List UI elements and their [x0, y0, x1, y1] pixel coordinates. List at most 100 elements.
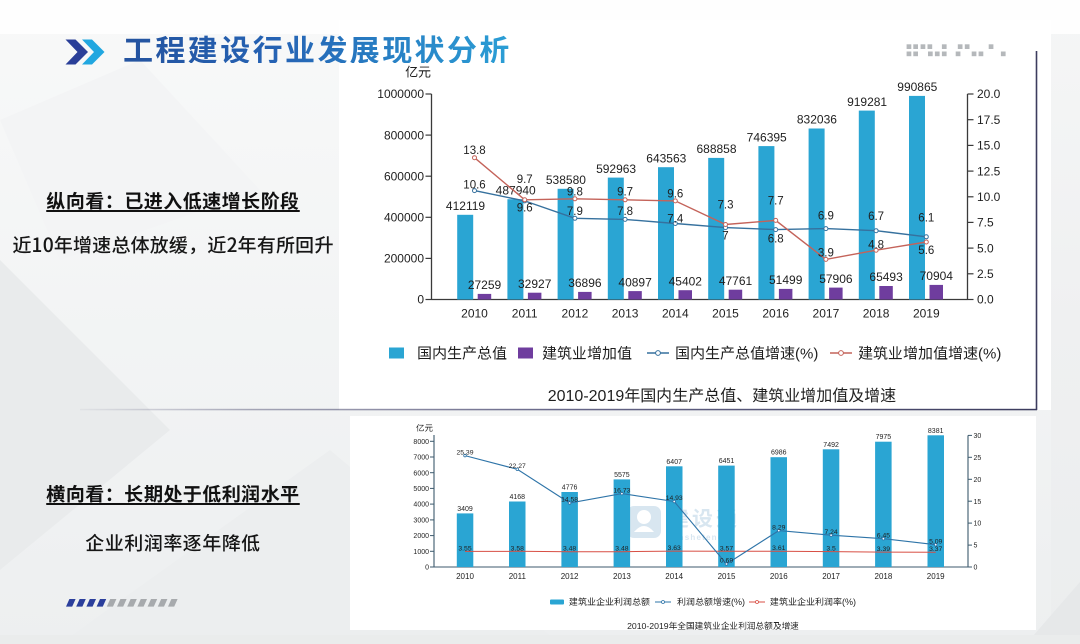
svg-text:9.6: 9.6 [667, 188, 683, 200]
svg-text:2016: 2016 [770, 572, 788, 581]
svg-text:12.5: 12.5 [977, 164, 1001, 178]
svg-text:2010: 2010 [456, 572, 474, 581]
svg-text:2014: 2014 [662, 306, 689, 320]
svg-text:7.9: 7.9 [567, 206, 583, 218]
svg-text:建筑业增加值: 建筑业增加值 [542, 345, 632, 362]
svg-text:国内生产总值增速(%): 国内生产总值增速(%) [675, 344, 818, 362]
svg-text:6.7: 6.7 [868, 211, 884, 223]
svg-text:3.55: 3.55 [458, 545, 471, 552]
svg-text:7.3: 7.3 [718, 199, 734, 211]
svg-text:国内生产总值: 国内生产总值 [417, 344, 507, 362]
svg-text:17.5: 17.5 [977, 113, 1001, 127]
svg-text:36896: 36896 [568, 276, 602, 290]
svg-text:6.45: 6.45 [877, 532, 890, 539]
svg-text:22.27: 22.27 [509, 463, 526, 470]
svg-text:3.48: 3.48 [563, 546, 576, 553]
svg-text:2013: 2013 [612, 306, 639, 320]
svg-text:5.6: 5.6 [918, 245, 934, 257]
svg-text:4168: 4168 [510, 494, 526, 501]
svg-text:919281: 919281 [847, 95, 887, 109]
svg-text:4000: 4000 [413, 502, 429, 509]
svg-text:15: 15 [974, 499, 982, 506]
svg-text:2012: 2012 [561, 572, 579, 581]
svg-text:5: 5 [974, 543, 978, 550]
svg-text:7.7: 7.7 [768, 195, 784, 207]
svg-text:0: 0 [974, 565, 978, 572]
svg-text:建筑业企业利润总额: 建筑业企业利润总额 [569, 597, 650, 607]
svg-text:6.8: 6.8 [768, 234, 784, 246]
svg-text:2017: 2017 [813, 306, 840, 320]
svg-text:2010: 2010 [461, 306, 488, 320]
svg-text:7975: 7975 [876, 434, 892, 441]
svg-text:2015: 2015 [718, 572, 736, 581]
svg-text:57906: 57906 [819, 272, 853, 286]
svg-text:14.58: 14.58 [561, 497, 578, 504]
svg-text:13.8: 13.8 [463, 145, 485, 157]
svg-text:7000: 7000 [413, 455, 429, 462]
svg-text:746395: 746395 [747, 130, 787, 144]
svg-text:5.0: 5.0 [977, 241, 994, 255]
svg-text:7.8: 7.8 [617, 206, 633, 218]
svg-text:3.58: 3.58 [511, 545, 524, 552]
svg-text:7492: 7492 [823, 442, 839, 449]
svg-text:7: 7 [722, 231, 728, 243]
svg-text:8381: 8381 [928, 428, 944, 435]
svg-text:688858: 688858 [696, 142, 736, 156]
svg-text:6.1: 6.1 [918, 213, 934, 225]
svg-text:亿元: 亿元 [405, 65, 431, 80]
svg-text:800000: 800000 [384, 128, 424, 142]
svg-text:2018: 2018 [875, 572, 893, 581]
svg-text:3.5: 3.5 [826, 546, 836, 553]
svg-text:2015: 2015 [712, 306, 739, 320]
svg-text:30: 30 [974, 433, 982, 440]
svg-text:27259: 27259 [468, 278, 502, 292]
svg-text:400000: 400000 [384, 211, 424, 225]
svg-text:4.8: 4.8 [868, 240, 884, 252]
svg-text:2014: 2014 [665, 572, 683, 581]
svg-text:20.0: 20.0 [977, 87, 1001, 101]
svg-text:2011: 2011 [512, 306, 538, 320]
svg-text:2013: 2013 [613, 572, 631, 581]
svg-text:3409: 3409 [457, 506, 473, 513]
svg-text:5000: 5000 [413, 486, 429, 493]
svg-text:40897: 40897 [618, 275, 652, 289]
svg-text:2018: 2018 [863, 306, 890, 320]
svg-text:9.7: 9.7 [617, 186, 633, 198]
svg-text:538580: 538580 [546, 173, 586, 187]
svg-text:建筑业增加值增速(%): 建筑业增加值增速(%) [858, 345, 1001, 362]
svg-text:3000: 3000 [413, 518, 429, 525]
svg-text:利润总额增速(%): 利润总额增速(%) [677, 597, 745, 607]
svg-text:0.69: 0.69 [720, 558, 733, 565]
svg-text:25.39: 25.39 [456, 449, 473, 456]
svg-text:6986: 6986 [771, 450, 787, 457]
svg-text:70904: 70904 [920, 269, 954, 283]
svg-text:3.37: 3.37 [929, 546, 942, 553]
svg-text:6407: 6407 [666, 459, 682, 466]
svg-text:4776: 4776 [562, 485, 578, 492]
svg-text:51499: 51499 [769, 273, 803, 287]
svg-text:2019: 2019 [913, 306, 940, 320]
svg-text:16.73: 16.73 [613, 487, 630, 494]
svg-text:3.48: 3.48 [615, 546, 628, 553]
svg-text:8000: 8000 [413, 439, 429, 446]
svg-text:9.7: 9.7 [517, 174, 533, 186]
svg-text:1000000: 1000000 [377, 87, 424, 101]
svg-text:9.6: 9.6 [517, 203, 533, 215]
svg-text:20: 20 [974, 477, 982, 484]
svg-text:0: 0 [417, 293, 424, 307]
svg-text:亿元: 亿元 [415, 423, 434, 433]
svg-text:6451: 6451 [719, 458, 735, 465]
svg-text:3.63: 3.63 [668, 545, 681, 552]
svg-text:5575: 5575 [614, 472, 630, 479]
svg-text:0.0: 0.0 [977, 293, 994, 307]
svg-text:2010-2019年国内生产总值、建筑业增加值及增速: 2010-2019年国内生产总值、建筑业增加值及增速 [548, 387, 897, 405]
svg-text:643563: 643563 [646, 151, 686, 165]
svg-text:600000: 600000 [384, 169, 424, 183]
svg-text:0: 0 [425, 565, 429, 572]
svg-text:2011: 2011 [509, 572, 527, 581]
svg-text:45402: 45402 [669, 274, 703, 288]
svg-text:2.5: 2.5 [977, 267, 994, 281]
svg-text:1000: 1000 [413, 549, 429, 556]
svg-text:2016: 2016 [762, 306, 789, 320]
svg-text:3.61: 3.61 [772, 545, 785, 552]
